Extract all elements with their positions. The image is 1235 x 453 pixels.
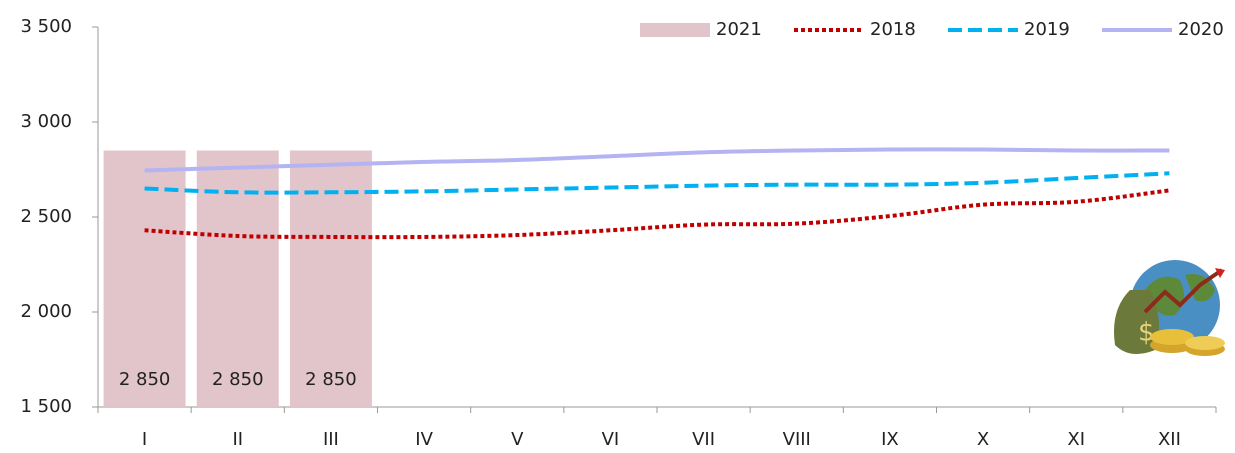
x-tick-label: X — [977, 429, 989, 450]
money-icon: $ — [1114, 260, 1225, 356]
x-tick-label: V — [511, 429, 524, 450]
legend-label: 2021 — [716, 19, 762, 40]
legend-swatch — [640, 23, 710, 37]
y-tick-label: 2 500 — [20, 206, 72, 227]
line — [144, 188, 1170, 240]
x-tick-label: VI — [602, 429, 620, 450]
x-tick-label: I — [142, 429, 147, 450]
x-tick-label: IX — [881, 429, 899, 450]
x-tick-label: XII — [1158, 429, 1181, 450]
x-tick-label: VIII — [783, 429, 811, 450]
bar — [103, 150, 186, 407]
line — [144, 147, 1170, 173]
bar-value-label: 2 850 — [119, 369, 171, 390]
x-tick-label: IV — [415, 429, 433, 450]
legend-label: 2020 — [1178, 19, 1224, 40]
legend-label: 2018 — [870, 19, 916, 40]
y-tick-label: 3 500 — [20, 16, 72, 37]
x-tick-label: XI — [1067, 429, 1085, 450]
bar-value-label: 2 850 — [305, 369, 357, 390]
x-tick-label: III — [323, 429, 339, 450]
x-tick-label: VII — [692, 429, 715, 450]
legend-label: 2019 — [1024, 19, 1070, 40]
bar-value-label: 2 850 — [212, 369, 264, 390]
x-tick-label: II — [232, 429, 243, 450]
y-tick-label: 2 000 — [20, 301, 72, 322]
y-tick-label: 3 000 — [20, 111, 72, 132]
svg-text:$: $ — [1138, 318, 1155, 348]
y-tick-label: 1 500 — [20, 396, 72, 417]
line — [144, 171, 1170, 195]
